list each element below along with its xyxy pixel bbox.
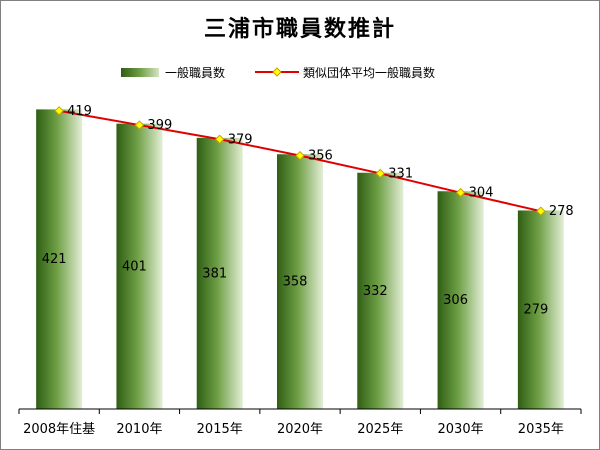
avg-value-label-0: 419 [67,104,92,119]
avg-marker-3 [295,150,305,161]
avg-value-label-6: 278 [549,204,574,219]
avg-marker-1 [134,120,145,130]
x-tick-label-3: 2020年 [277,422,323,437]
avg-marker-4 [375,168,385,179]
x-tick-label-1: 2010年 [116,422,162,437]
avg-marker-5 [455,187,466,198]
bar-value-label-0: 421 [42,252,67,267]
bar-value-label-2: 381 [202,266,227,281]
bar-value-label-1: 401 [122,259,147,274]
bar-value-label-5: 306 [443,293,468,308]
bar-value-label-6: 279 [523,303,548,318]
bar-6 [517,210,564,409]
x-tick-label-5: 2030年 [438,422,484,437]
avg-marker-2 [215,134,225,145]
avg-value-label-2: 379 [228,132,253,147]
bar-3 [277,154,323,409]
chart-title: 三浦市職員数推計 [203,17,396,42]
x-tick-label-6: 2035年 [518,422,564,437]
avg-value-label-5: 304 [469,186,494,201]
avg-value-label-4: 331 [388,166,413,181]
bar-2 [196,137,243,410]
bar-5 [437,191,484,409]
bar-1 [116,123,163,409]
legend-item-line: 類似団体平均一般職員数 [255,64,435,81]
bar-4 [357,172,404,409]
x-tick-label-4: 2025年 [357,422,403,437]
legend-bar-swatch [121,67,159,77]
avg-value-label-1: 399 [147,118,172,133]
bar-value-label-3: 358 [283,275,308,290]
x-tick-label-0: 2008年住基 [23,422,95,437]
bar-value-label-4: 332 [363,284,388,299]
x-tick-label-2: 2015年 [197,422,243,437]
bar-0 [36,109,83,409]
legend: 一般職員数 類似団体平均一般職員数 [121,63,465,81]
legend-bar-label: 一般職員数 [165,65,226,80]
avg-marker-6 [536,206,546,216]
legend-item-bar: 一般職員数 [121,64,225,81]
avg-marker-0 [54,106,64,116]
legend-line-swatch [255,67,300,77]
legend-line-label: 類似団体平均一般職員数 [303,65,436,80]
avg-value-label-3: 356 [308,149,333,164]
